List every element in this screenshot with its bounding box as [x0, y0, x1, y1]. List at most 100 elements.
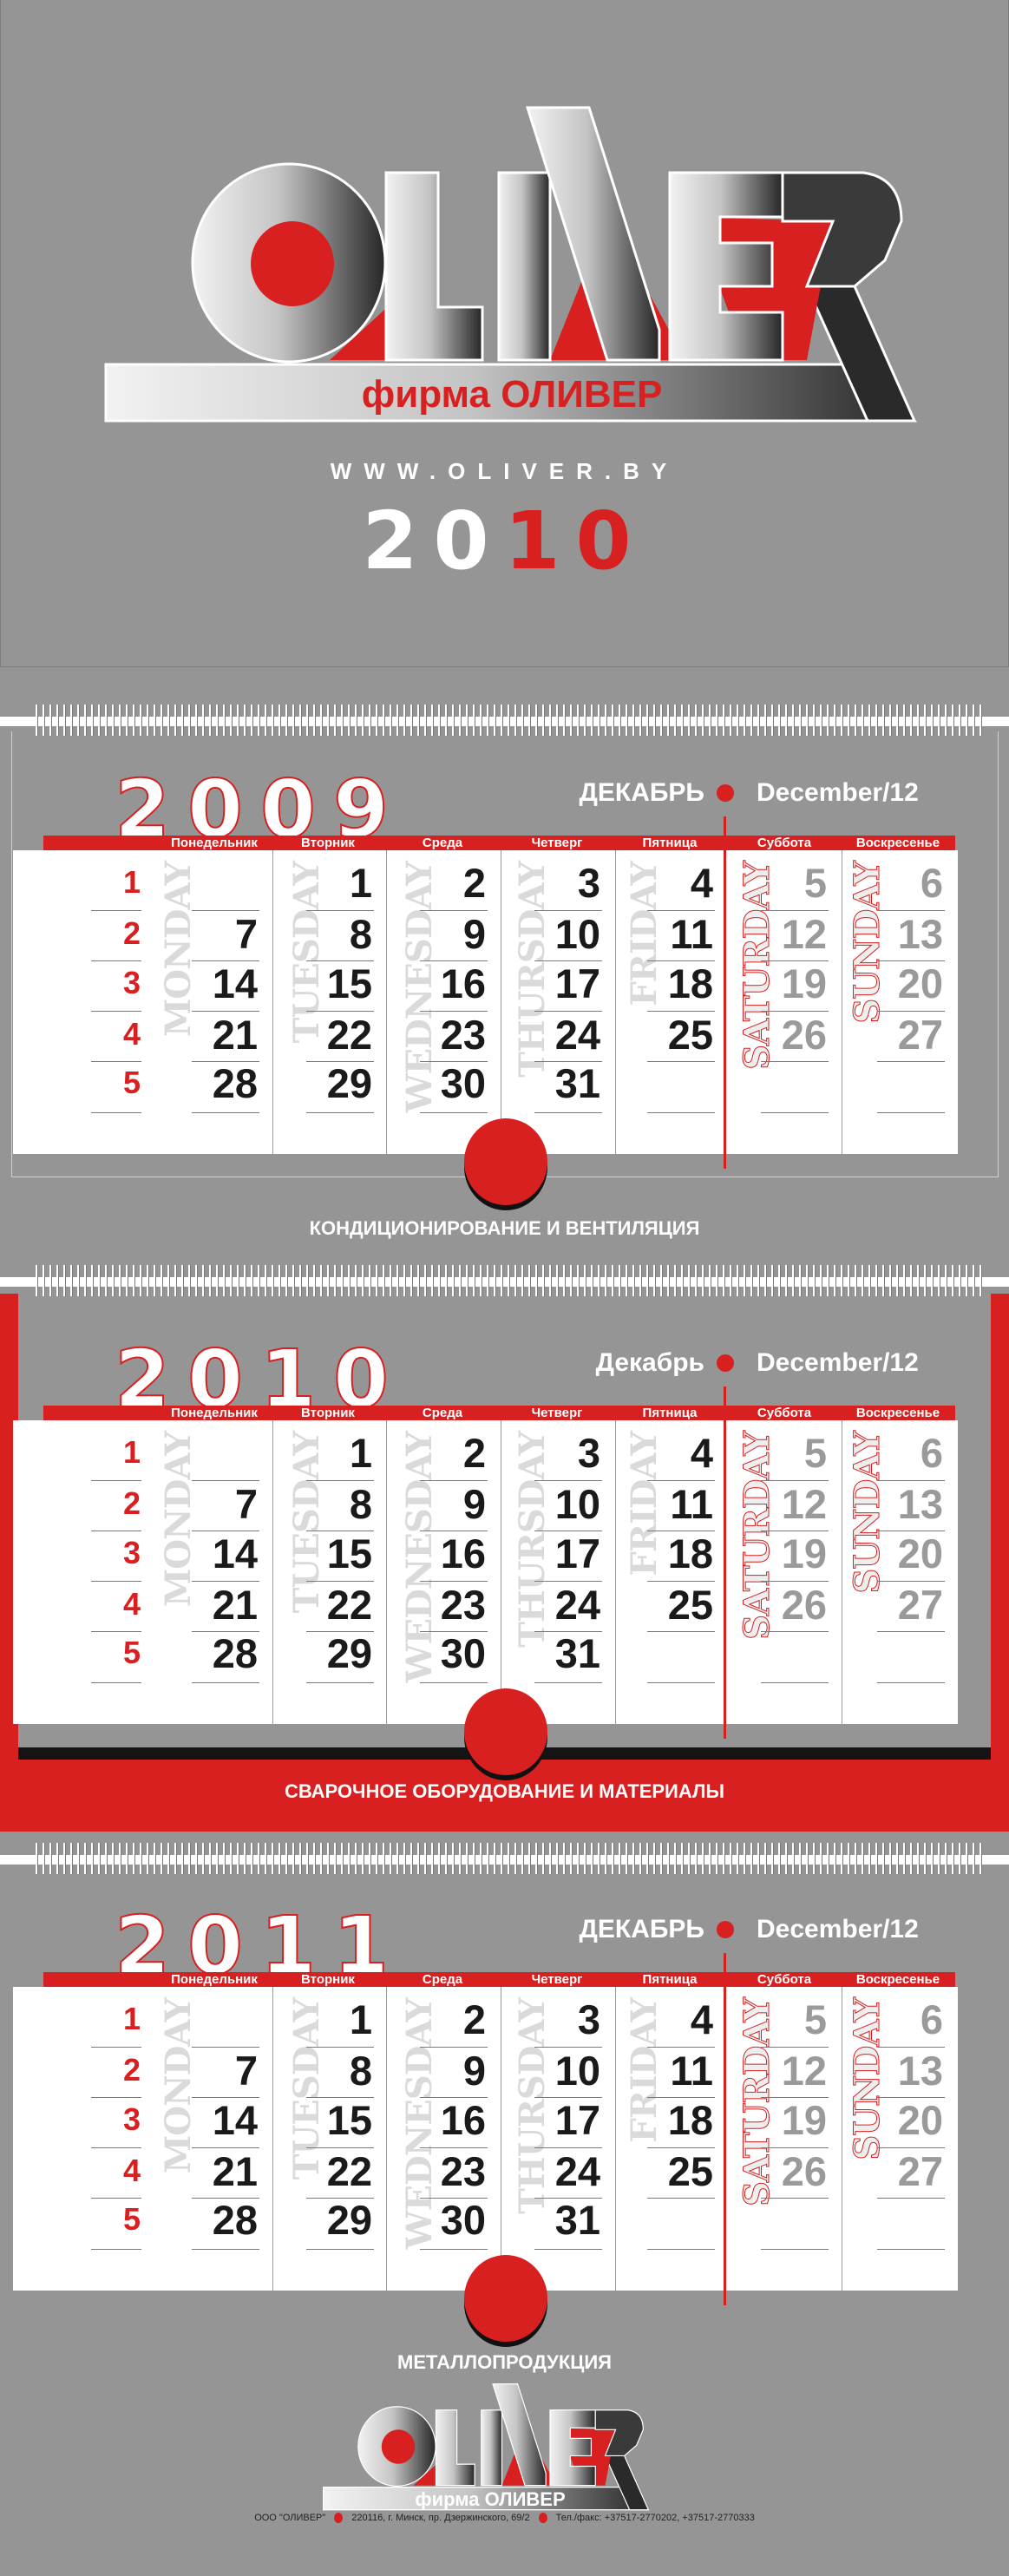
day-cell: 23 — [440, 1582, 486, 1628]
weekday-header-1: Понедельник — [171, 1972, 258, 1987]
day-cell: 1 — [349, 1430, 372, 1476]
day-cell: 5 — [803, 1430, 827, 1476]
week-number: 3 — [122, 1535, 141, 1570]
day-cell: 8 — [349, 1481, 372, 1527]
week-number: 2 — [122, 2052, 141, 2088]
column-divider — [272, 1987, 273, 2291]
day-cell: 21 — [212, 2148, 258, 2194]
day-underline — [192, 1682, 259, 1683]
day-underline — [647, 1480, 715, 1481]
day-underline — [647, 2198, 715, 2199]
day-underline — [877, 2249, 945, 2250]
weekday-header-5: Пятница — [642, 1406, 698, 1420]
day-cell: 8 — [349, 911, 372, 957]
day-underline — [647, 2249, 715, 2250]
day-cell: 2 — [462, 1430, 486, 1476]
month-name-ru: ДЕКАБРЬ — [579, 1915, 705, 1943]
day-cell: 3 — [577, 1430, 600, 1476]
day-underline — [534, 2249, 602, 2250]
day-cell: 8 — [349, 2048, 372, 2094]
day-cell: 3 — [577, 860, 600, 906]
day-cell: 20 — [897, 2097, 943, 2143]
day-cell: 4 — [690, 1996, 713, 2042]
column-divider — [615, 1420, 616, 1724]
spiral-binding — [0, 1843, 1009, 1874]
day-cell: 24 — [554, 2148, 600, 2194]
weekend-divider-line — [724, 1953, 726, 2305]
day-underline — [192, 2047, 259, 2048]
day-underline — [761, 2249, 829, 2250]
day-underline — [420, 2198, 488, 2199]
day-underline — [306, 1631, 374, 1632]
weekday-header-7: Воскресенье — [855, 836, 940, 850]
day-cell: 13 — [897, 2048, 943, 2094]
day-underline — [877, 960, 945, 961]
week-underline — [91, 1061, 141, 1062]
day-cell: 31 — [554, 1630, 600, 1676]
date-marker-circle — [464, 1118, 547, 1205]
day-underline — [647, 1581, 715, 1582]
weekday-header-bar — [43, 1972, 955, 1988]
day-underline — [306, 1112, 374, 1113]
calendar-caption: КОНДИЦИОНИРОВАНИЕ И ВЕНТИЛЯЦИЯ — [309, 1217, 700, 1239]
day-cell: 25 — [667, 2148, 713, 2194]
day-cell: 6 — [920, 1996, 943, 2042]
weekday-header-4: Четверг — [531, 1972, 583, 1987]
year-red-part: 10 — [504, 495, 647, 587]
calendar-caption: СВАРОЧНОЕ ОБОРУДОВАНИЕ И МАТЕРИАЛЫ — [284, 1780, 725, 1802]
day-cell: 16 — [440, 1531, 486, 1576]
logo-firm-name: фирма ОЛИВЕР — [361, 373, 663, 416]
week-underline — [91, 2097, 141, 2098]
day-underline — [192, 1581, 259, 1582]
week-underline — [91, 910, 141, 911]
day-cell: 17 — [554, 960, 600, 1006]
day-underline — [877, 1480, 945, 1481]
day-underline — [647, 910, 715, 911]
week-underline — [91, 2147, 141, 2148]
day-underline — [420, 1112, 488, 1113]
day-underline — [761, 2147, 829, 2148]
weekday-header-4: Четверг — [531, 836, 583, 850]
day-underline — [420, 1631, 488, 1632]
day-cell: 15 — [326, 1531, 372, 1576]
day-underline — [534, 2047, 602, 2048]
day-cell: 11 — [670, 911, 713, 957]
year-white-part: 20 — [362, 495, 505, 587]
calendar-caption: МЕТАЛЛОПРОДУКЦИЯ — [397, 2351, 612, 2373]
day-cell: 6 — [920, 860, 943, 906]
weekday-header-bar — [43, 1406, 955, 1421]
day-cell: 23 — [440, 1012, 486, 1058]
day-underline — [534, 910, 602, 911]
day-cell: 19 — [781, 960, 827, 1006]
weekday-header-2: Вторник — [301, 1972, 355, 1987]
day-cell: 16 — [440, 960, 486, 1006]
calendar-grid — [13, 1420, 958, 1724]
day-underline — [877, 910, 945, 911]
day-cell: 22 — [326, 2148, 372, 2194]
column-divider — [272, 1420, 273, 1724]
week-number: 1 — [122, 864, 141, 900]
day-underline — [192, 2147, 259, 2148]
day-underline — [192, 960, 259, 961]
header-year: 2010 — [0, 501, 1009, 581]
day-cell: 14 — [212, 1531, 258, 1576]
week-underline — [91, 1631, 141, 1632]
weekend-divider-line — [724, 1386, 726, 1739]
day-underline — [534, 2097, 602, 2098]
day-underline — [877, 1112, 945, 1113]
day-cell: 23 — [440, 2148, 486, 2194]
day-underline — [306, 2047, 374, 2048]
weekday-header-6: Суббота — [757, 1406, 812, 1420]
week-number: 4 — [122, 1016, 141, 1052]
day-cell: 15 — [326, 2097, 372, 2143]
week-number: 3 — [122, 965, 141, 1000]
month-dot-icon — [717, 1921, 734, 1938]
day-underline — [420, 1011, 488, 1012]
day-cell: 28 — [212, 1630, 258, 1676]
day-underline — [306, 2198, 374, 2199]
week-underline — [91, 960, 141, 961]
website-url: WWW.OLIVER.BY — [330, 458, 679, 484]
day-cell: 29 — [326, 1060, 372, 1106]
month-dot-icon — [717, 784, 734, 802]
weekday-header-3: Среда — [422, 836, 463, 850]
